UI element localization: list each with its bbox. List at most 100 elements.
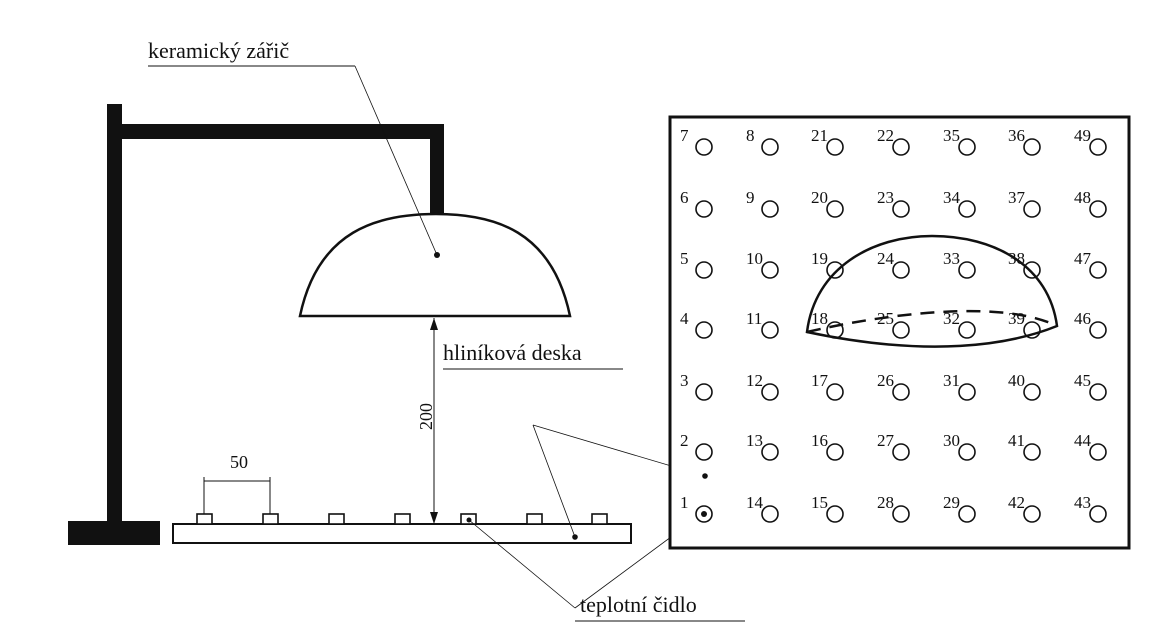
emitter-leader-diag bbox=[354, 65, 438, 256]
sensor-number-8: 8 bbox=[746, 126, 755, 145]
sensor-number-48: 48 bbox=[1074, 188, 1091, 207]
sensor-position-3 bbox=[695, 383, 713, 401]
sensor-number-7: 7 bbox=[680, 126, 689, 145]
sensor-number-33: 33 bbox=[943, 249, 960, 268]
annotations: keramický zářič hliníková deska teplotní… bbox=[148, 38, 745, 622]
sensor-number-42: 42 bbox=[1008, 493, 1025, 512]
top-view: 7 8 21 22 35 36 496 9 20 23 34 37 485 10 19 24 33 38 474 11… bbox=[668, 115, 1131, 550]
sensor-position-16 bbox=[826, 443, 844, 461]
sensor-number-28: 28 bbox=[877, 493, 894, 512]
sensor-position-40 bbox=[1023, 383, 1041, 401]
sensor-position-5 bbox=[695, 261, 713, 279]
sensor-position-39 bbox=[1023, 321, 1041, 339]
sensor-position-23 bbox=[892, 200, 910, 218]
sensor-number-29: 29 bbox=[943, 493, 960, 512]
sensor-position-45 bbox=[1089, 383, 1107, 401]
sensor-number-36: 36 bbox=[1008, 126, 1025, 145]
sensor-position-8 bbox=[761, 138, 779, 156]
sensor-leader-diag-a bbox=[468, 519, 576, 609]
sensor-number-11: 11 bbox=[746, 309, 762, 328]
sensor-number-13: 13 bbox=[746, 431, 763, 450]
sensor-position-11 bbox=[761, 321, 779, 339]
sensor-position-26 bbox=[892, 383, 910, 401]
sensor-position-29 bbox=[958, 505, 976, 523]
sensor-position-37 bbox=[1023, 200, 1041, 218]
sensor-position-42 bbox=[1023, 505, 1041, 523]
sensor-position-19 bbox=[826, 261, 844, 279]
sensor-number-23: 23 bbox=[877, 188, 894, 207]
sensor-number-16: 16 bbox=[811, 431, 828, 450]
sensor-position-12 bbox=[761, 383, 779, 401]
sensor-number-35: 35 bbox=[943, 126, 960, 145]
sensor-position-32 bbox=[958, 321, 976, 339]
sensor-position-4 bbox=[695, 321, 713, 339]
sensor-number-31: 31 bbox=[943, 371, 960, 390]
ceramic-emitter bbox=[298, 212, 572, 318]
sensor-position-15 bbox=[826, 505, 844, 523]
sensor-number-44: 44 bbox=[1074, 431, 1092, 450]
sensor-number-2: 2 bbox=[680, 431, 689, 450]
sensor-position-30 bbox=[958, 443, 976, 461]
sensor-position-33 bbox=[958, 261, 976, 279]
sensor-position-22 bbox=[892, 138, 910, 156]
plate-reference-dot bbox=[702, 473, 708, 479]
sensor-number-45: 45 bbox=[1074, 371, 1091, 390]
plate-sensors bbox=[196, 513, 608, 525]
sensor-number-12: 12 bbox=[746, 371, 763, 390]
sensor-grid: 7 8 21 22 35 36 496 9 20 23 34 37 485 10 19 24 33 38 474 11… bbox=[680, 126, 1107, 523]
sensor-position-28 bbox=[892, 505, 910, 523]
stand-arm bbox=[107, 124, 444, 139]
sensor-position-36 bbox=[1023, 138, 1041, 156]
sensor-number-30: 30 bbox=[943, 431, 960, 450]
sensor-position-14 bbox=[761, 505, 779, 523]
sensor-position-24 bbox=[892, 261, 910, 279]
sensor-number-34: 34 bbox=[943, 188, 961, 207]
sensor-label: teplotní čidlo bbox=[580, 592, 697, 617]
sensor-number-14: 14 bbox=[746, 493, 764, 512]
sensor-number-26: 26 bbox=[877, 371, 894, 390]
sensor-block bbox=[591, 513, 608, 525]
sensor-number-3: 3 bbox=[680, 371, 689, 390]
sensor-position-47 bbox=[1089, 261, 1107, 279]
emitter-projection-outline bbox=[805, 234, 1059, 348]
sensor-number-39: 39 bbox=[1008, 309, 1025, 328]
sensor-number-49: 49 bbox=[1074, 126, 1091, 145]
sensor-position-1-marker bbox=[701, 511, 707, 517]
sensor-number-27: 27 bbox=[877, 431, 895, 450]
stand-hanger bbox=[430, 124, 444, 216]
side-view: 50 200 bbox=[68, 104, 632, 545]
sensor-position-31 bbox=[958, 383, 976, 401]
sensor-position-49 bbox=[1089, 138, 1107, 156]
plate-leader-diag-a bbox=[532, 424, 576, 538]
sensor-number-18: 18 bbox=[811, 309, 828, 328]
height-dimension: 200 bbox=[416, 318, 438, 524]
sensor-position-20 bbox=[826, 200, 844, 218]
sensor-position-27 bbox=[892, 443, 910, 461]
sensor-number-6: 6 bbox=[680, 188, 689, 207]
sensor-number-41: 41 bbox=[1008, 431, 1025, 450]
sensor-position-41 bbox=[1023, 443, 1041, 461]
sensor-number-10: 10 bbox=[746, 249, 763, 268]
sensor-position-48 bbox=[1089, 200, 1107, 218]
sensor-number-47: 47 bbox=[1074, 249, 1092, 268]
sensor-position-21 bbox=[826, 138, 844, 156]
aluminium-plate bbox=[172, 523, 632, 544]
sensor-number-17: 17 bbox=[811, 371, 829, 390]
sensor-number-4: 4 bbox=[680, 309, 689, 328]
sensor-position-38 bbox=[1023, 261, 1041, 279]
sensor-position-6 bbox=[695, 200, 713, 218]
emitter-projection-dashed bbox=[806, 309, 1058, 334]
stand-base bbox=[68, 521, 160, 545]
sensor-number-32: 32 bbox=[943, 309, 960, 328]
sensor-position-7 bbox=[695, 138, 713, 156]
sensor-position-25 bbox=[892, 321, 910, 339]
sensor-position-13 bbox=[761, 443, 779, 461]
sensor-number-21: 21 bbox=[811, 126, 828, 145]
height-dimension-label: 200 bbox=[416, 403, 436, 430]
sensor-block bbox=[196, 513, 213, 525]
spacing-dimension: 50 bbox=[203, 452, 271, 514]
sensor-block bbox=[262, 513, 279, 525]
sensor-block bbox=[394, 513, 411, 525]
sensor-number-40: 40 bbox=[1008, 371, 1025, 390]
